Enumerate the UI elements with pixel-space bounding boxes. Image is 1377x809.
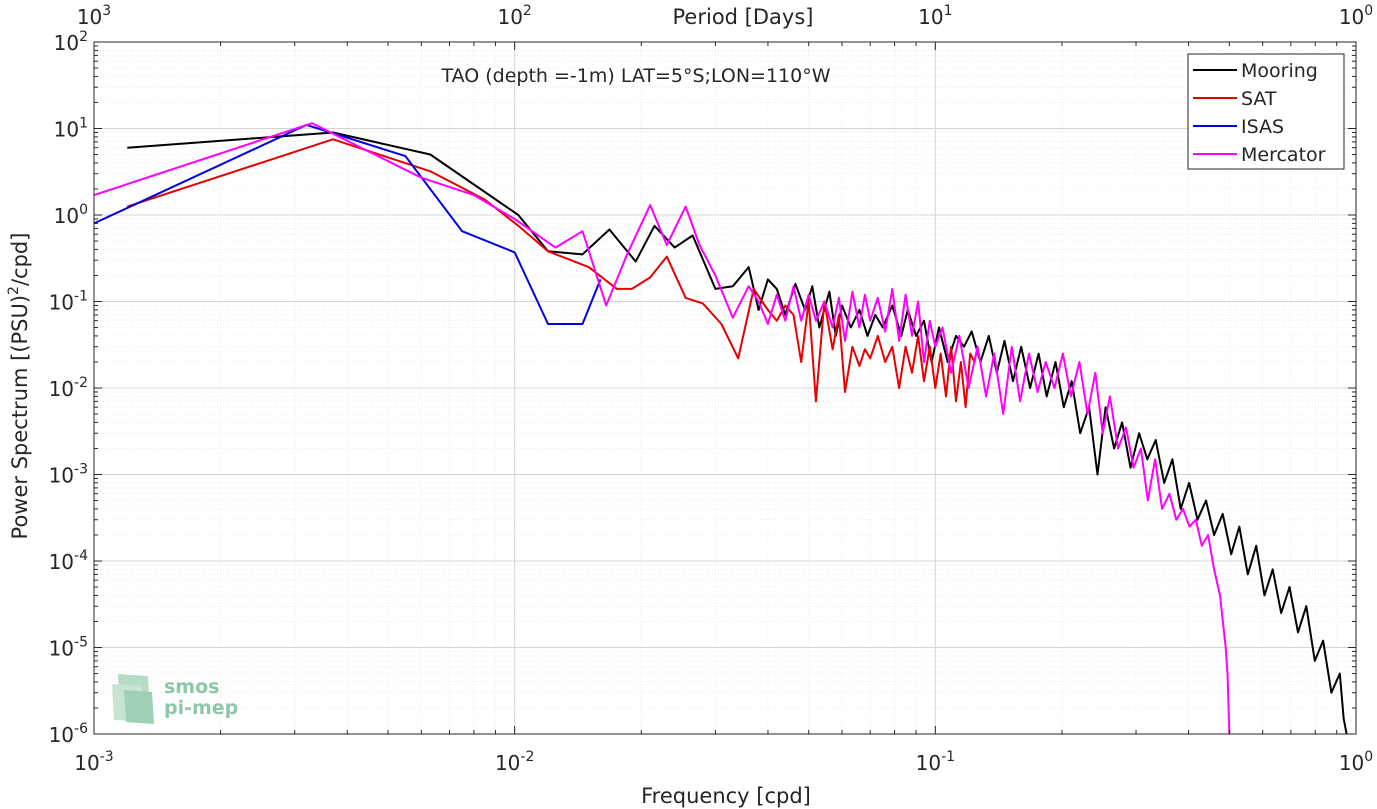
- x-tick-label: 10-1: [916, 749, 955, 775]
- y-tick-label-exponent: -5: [74, 635, 88, 651]
- x-axis-label: Frequency [cpd]: [641, 784, 811, 808]
- top-tick-label-base: 10: [497, 5, 522, 29]
- series-line-isas: [93, 123, 602, 325]
- y-axis-label-tail: /cpd]: [8, 233, 32, 286]
- y-tick-label-exponent: -2: [74, 375, 88, 391]
- y-axis-label-main: Power Spectrum [(PSU): [8, 295, 32, 540]
- top-tick-label: 102: [497, 3, 531, 29]
- y-axis-label: Power Spectrum [(PSU)2/cpd]: [6, 233, 32, 540]
- top-tick-label-base: 10: [77, 5, 102, 29]
- x-tick-label-base: 10: [495, 751, 520, 775]
- top-tick-label: 101: [918, 3, 952, 29]
- y-tick-label: 10-6: [49, 721, 89, 747]
- series-line-mercator: [93, 122, 1231, 735]
- legend-label-sat: SAT: [1241, 88, 1277, 110]
- x-tick-label-exponent: -3: [100, 749, 114, 765]
- y-tick-label: 10-3: [49, 462, 88, 488]
- y-tick-label-exponent: -4: [74, 548, 88, 564]
- x-tick-label-base: 10: [916, 751, 941, 775]
- y-tick-label-exponent: -1: [74, 289, 88, 305]
- axis-ticks: [93, 41, 1357, 735]
- x-tick-label-base: 10: [74, 751, 99, 775]
- y-tick-label-base: 10: [49, 377, 74, 401]
- legend-label-mooring: Mooring: [1241, 60, 1318, 82]
- y-tick-label-base: 10: [54, 118, 79, 142]
- top-tick-label-base: 10: [918, 5, 943, 29]
- legend: Mooring SAT ISAS Mercator: [1187, 53, 1345, 170]
- y-tick-label: 100: [54, 202, 88, 228]
- logo-icon: [112, 674, 154, 724]
- tick-labels: 10-3 10-2 10-1 10010-610-510-410-310-210-11…: [49, 3, 1374, 775]
- y-tick-label-exponent: 1: [79, 116, 88, 132]
- series-lines: [93, 122, 1348, 735]
- y-tick-label-base: 10: [49, 291, 74, 315]
- y-tick-label: 10-1: [49, 289, 88, 315]
- top-tick-label: 103: [77, 3, 111, 29]
- x-tick-label-exponent: -2: [520, 749, 534, 765]
- legend-box: [1187, 53, 1345, 170]
- x-tick-label-exponent: -1: [941, 749, 955, 765]
- logo-text-smos: smos: [164, 676, 219, 698]
- smos-pi-mep-logo: smos pi-mep: [112, 674, 238, 724]
- series-line-sat: [126, 138, 979, 409]
- x-tick-label: 100: [1339, 749, 1373, 775]
- y-tick-label: 10-2: [49, 375, 88, 401]
- chart-title: TAO (depth =-1m) LAT=5°S;LON=110°W: [440, 65, 830, 87]
- y-tick-label: 102: [54, 29, 88, 55]
- top-tick-label-exponent: 2: [523, 3, 532, 19]
- top-tick-label-exponent: 3: [102, 3, 111, 19]
- y-tick-label: 10-4: [49, 548, 89, 574]
- x-tick-label-base: 10: [1339, 751, 1364, 775]
- top-axis-label: Period [Days]: [673, 5, 814, 29]
- y-tick-label-exponent: 2: [79, 29, 88, 45]
- top-tick-label: 100: [1339, 3, 1373, 29]
- y-tick-label: 101: [54, 116, 88, 142]
- x-tick-label: 10-2: [495, 749, 534, 775]
- top-tick-label-exponent: 0: [1364, 3, 1373, 19]
- y-tick-label-exponent: 0: [79, 202, 88, 218]
- grid: [93, 41, 1357, 735]
- legend-label-mercator: Mercator: [1241, 144, 1326, 166]
- y-axis-label-sup: 2: [6, 286, 22, 295]
- top-tick-label-base: 10: [1339, 5, 1364, 29]
- y-tick-label-base: 10: [49, 637, 74, 661]
- logo-text-pi-mep: pi-mep: [164, 697, 238, 719]
- legend-label-isas: ISAS: [1241, 116, 1284, 138]
- y-tick-label-base: 10: [49, 550, 74, 574]
- y-tick-label-exponent: -6: [74, 721, 88, 737]
- y-tick-label: 10-5: [49, 635, 88, 661]
- y-tick-label-base: 10: [49, 723, 74, 747]
- x-tick-label: 10-3: [74, 749, 113, 775]
- x-tick-label-exponent: 0: [1364, 749, 1373, 765]
- y-tick-label-base: 10: [49, 464, 74, 488]
- y-tick-label-exponent: -3: [74, 462, 88, 478]
- y-tick-label-base: 10: [54, 31, 79, 55]
- y-tick-label-base: 10: [54, 204, 79, 228]
- top-tick-label-exponent: 1: [944, 3, 953, 19]
